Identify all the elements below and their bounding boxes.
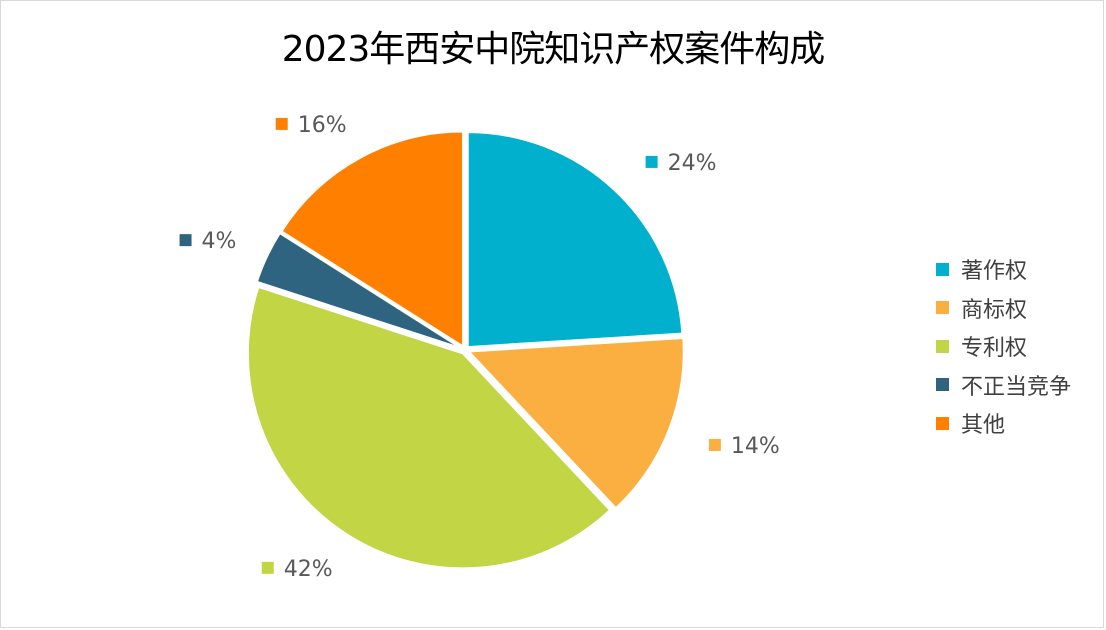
legend-swatch-5	[936, 416, 949, 430]
data-label-2: 14%	[731, 434, 780, 459]
legend-swatch-1	[936, 262, 949, 276]
chart-title: 2023年西安中院知识产权案件构成	[281, 29, 826, 70]
legend-swatch-3	[936, 339, 949, 353]
data-label-swatch-5	[275, 117, 288, 130]
legend-item-1: 著作权	[936, 250, 1071, 289]
pie-slices	[246, 130, 685, 570]
pie-data-labels: 24% 14% 42% 4% 16%	[179, 113, 780, 582]
legend-item-2: 商标权	[936, 289, 1071, 328]
data-label-4: 4%	[202, 229, 237, 254]
data-label-1: 24%	[668, 151, 717, 176]
legend-label-5: 其他	[961, 413, 1006, 439]
data-label-swatch-4	[179, 234, 192, 247]
data-label-5: 16%	[298, 113, 347, 138]
legend-label-3: 专利权	[961, 336, 1028, 362]
pie-slice-4	[255, 231, 462, 350]
data-label-swatch-3	[261, 561, 274, 574]
legend-swatch-4	[936, 378, 949, 392]
data-label-3: 42%	[284, 557, 333, 582]
pie-slice-5	[280, 130, 465, 349]
legend-item-3: 专利权	[936, 327, 1071, 366]
data-label-swatch-1	[645, 155, 658, 168]
legend-item-4: 不正当竞争	[936, 366, 1071, 405]
pie-slice-1	[466, 131, 684, 349]
pie-slice-2	[466, 336, 685, 510]
legend-label-4: 不正当竞争	[961, 374, 1072, 400]
data-label-swatch-2	[708, 438, 721, 451]
chart-legend: 著作权商标权专利权不正当竞争其他	[936, 250, 1071, 443]
legend-label-2: 商标权	[961, 297, 1028, 323]
pie-slice-3	[246, 285, 612, 570]
legend-swatch-2	[936, 301, 949, 315]
legend-label-1: 著作权	[961, 259, 1028, 285]
legend-item-5: 其他	[936, 404, 1071, 443]
